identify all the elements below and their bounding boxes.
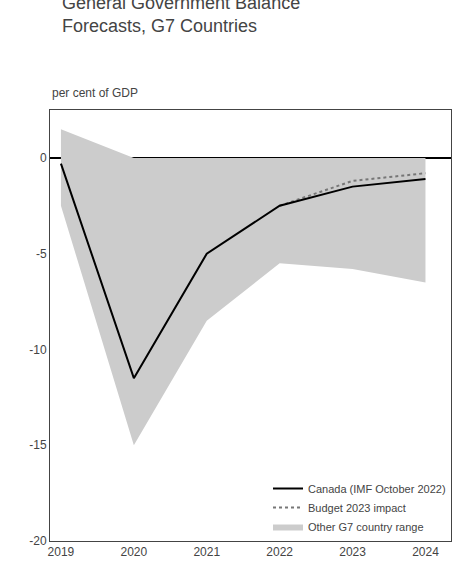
svg-text:2019: 2019 xyxy=(48,545,75,559)
svg-text:Budget 2023 impact: Budget 2023 impact xyxy=(308,502,406,514)
svg-text:2022: 2022 xyxy=(266,545,293,559)
svg-text:0: 0 xyxy=(40,151,47,165)
svg-text:2023: 2023 xyxy=(339,545,366,559)
svg-text:-20: -20 xyxy=(29,534,47,548)
svg-text:2024: 2024 xyxy=(412,545,439,559)
svg-text:Canada (IMF October 2022): Canada (IMF October 2022) xyxy=(308,483,446,495)
svg-text:-5: -5 xyxy=(36,247,47,261)
svg-text:per cent of GDP: per cent of GDP xyxy=(52,86,138,100)
svg-text:-15: -15 xyxy=(29,438,47,452)
svg-text:Other G7 country range: Other G7 country range xyxy=(308,521,424,533)
svg-text:General Government BalanceFore: General Government BalanceForecasts, G7 … xyxy=(62,0,300,36)
svg-text:2021: 2021 xyxy=(193,545,220,559)
svg-text:2020: 2020 xyxy=(120,545,147,559)
svg-text:-10: -10 xyxy=(29,343,47,357)
